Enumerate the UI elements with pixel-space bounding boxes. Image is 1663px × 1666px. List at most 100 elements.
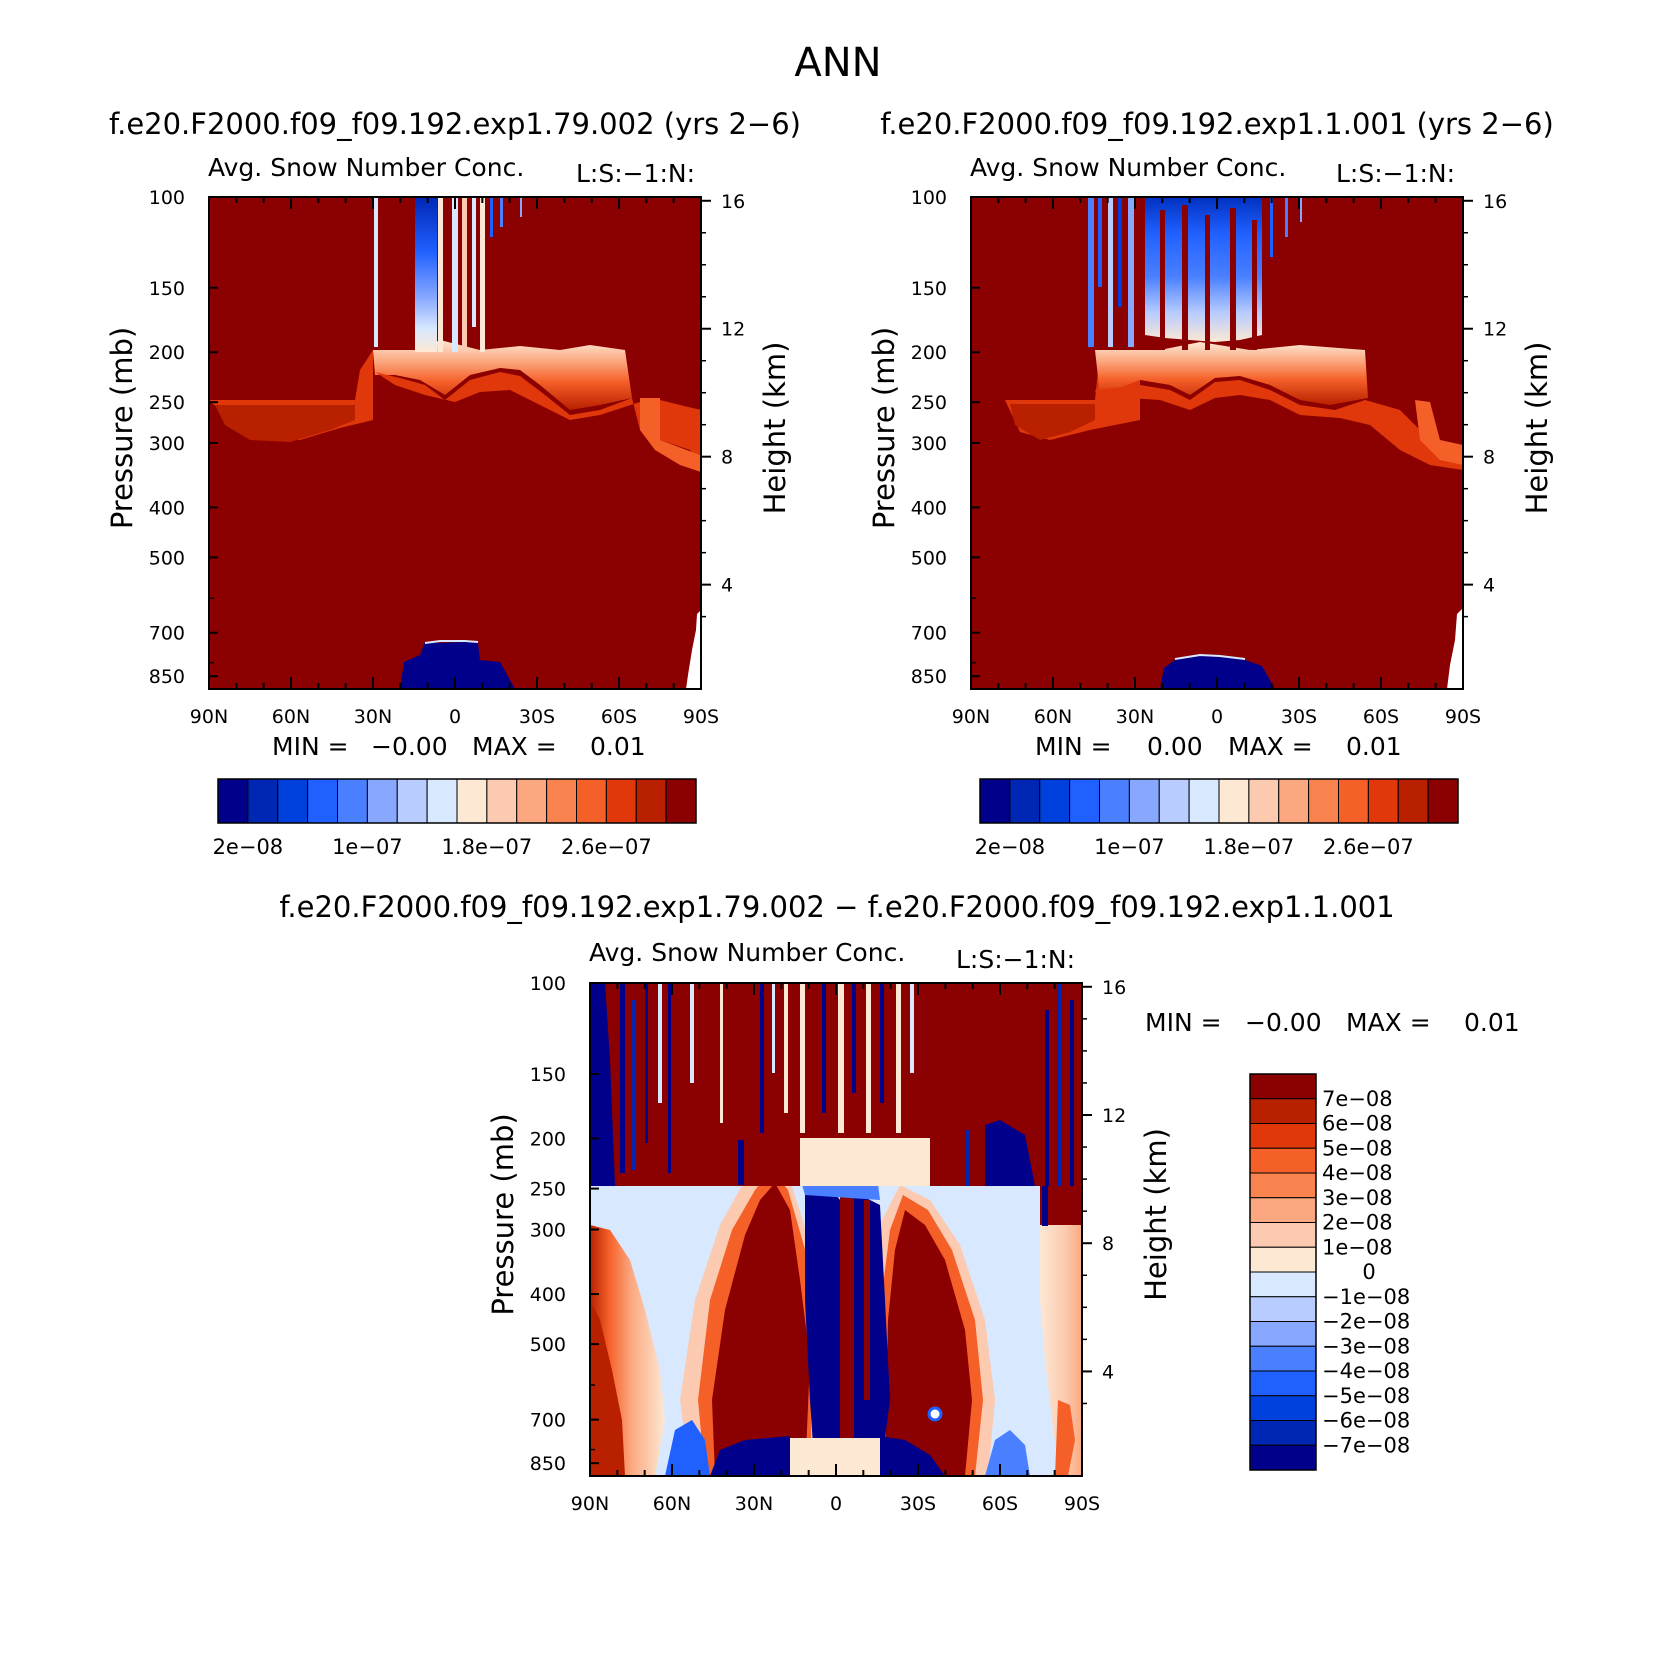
x-tick-label: 0: [449, 706, 461, 728]
colorbar-top-right: 2e−08 1e−07 1.8e−07 2.6e−07: [975, 778, 1459, 859]
y-tick-label: 250: [149, 392, 185, 414]
near-surface-blue-left: [665, 1420, 710, 1476]
upper-streak: [760, 983, 764, 1133]
colorbar-cell: [217, 778, 249, 824]
right-lowlevel-positive: [1055, 1400, 1075, 1476]
upper-halo-red: [1095, 380, 1463, 470]
upper-blue-streak: [1128, 197, 1134, 347]
y2-tick-label: 4: [1102, 1361, 1114, 1383]
y-tick-label: 250: [530, 1179, 566, 1201]
y2-tick-label: 12: [1102, 1105, 1126, 1127]
panel-header-top-right: f.e20.F2000.f09_f09.192.exp1.1.001 (yrs …: [880, 107, 1554, 141]
colorbar-cell: [486, 778, 518, 824]
upper-streak: [1070, 1000, 1074, 1225]
upper-streak: [896, 983, 901, 1133]
upper-blue-streak: [1300, 197, 1302, 222]
y-tick-label: 700: [911, 623, 947, 645]
upper-blue-streak: [520, 197, 522, 217]
lower-tropical-blue-edge: [424, 640, 479, 644]
near-surface-blue-edge: [710, 1436, 790, 1476]
near-surface-blue-right: [985, 1430, 1030, 1476]
colorbar-cell: [1249, 1123, 1317, 1149]
colorbar-tick-label: 2e−08: [1322, 1211, 1393, 1235]
colorbar-cell: [1308, 778, 1339, 824]
south-tropopause-tail: [640, 398, 701, 472]
colorbar-cell: [1248, 778, 1280, 824]
upper-blue-streak: [1230, 208, 1236, 350]
x-tick-label: 60S: [601, 706, 637, 728]
equatorial-red-streak: [840, 1180, 854, 1440]
colorbar-cell: [366, 778, 398, 824]
y2-tick-label: 8: [721, 447, 733, 469]
y-tick-label: 500: [530, 1334, 566, 1356]
colorbar-cell: [1249, 1073, 1317, 1100]
colorbar-cell: [1249, 1444, 1317, 1471]
min-value-top-left: −0.00: [371, 732, 448, 761]
tropopause-band-north-inner: [215, 405, 355, 442]
x-tick-label: 30N: [1116, 706, 1154, 728]
min-label-top-right: MIN =: [1035, 732, 1112, 761]
missing-data-wedge: [686, 610, 701, 689]
colorbar-tick-label: 2e−08: [975, 835, 1046, 859]
y-tick-label: 500: [149, 547, 185, 569]
colorbar-cell: [1249, 1222, 1317, 1248]
y-tick-label: 100: [530, 973, 566, 995]
colorbar-cell: [1249, 1370, 1317, 1397]
colorbar-frame: [1249, 1073, 1317, 1471]
upper-streak: [910, 983, 914, 1073]
colorbar-tick-label: 2.6e−07: [1323, 835, 1414, 859]
y2-axis-title: Height (km): [1139, 1128, 1173, 1301]
lower-tropical-blue: [400, 642, 515, 689]
y-axis-title: Pressure (mb): [105, 327, 139, 529]
var-units-top-left: L:S:−1:N:: [576, 159, 695, 188]
upper-blue-streak: [1160, 210, 1165, 350]
right-highlat-positive: [1040, 1225, 1082, 1476]
upper-blue-streak: [1182, 205, 1188, 350]
plot-top-left: Avg. Snow Number Conc. L:S:−1:N:: [105, 153, 792, 859]
min-label-top-left: MIN =: [272, 732, 349, 761]
colorbar-tick-label: −7e−08: [1322, 1433, 1410, 1457]
colorbar-tick-label: 2e−08: [213, 835, 284, 859]
upper-blue-streak: [1088, 197, 1094, 347]
north-lobe: [712, 1183, 810, 1476]
min-value-bottom: −0.00: [1245, 1008, 1322, 1037]
var-title-bottom: Avg. Snow Number Conc.: [589, 938, 905, 967]
x-tick-label: 0: [830, 1493, 842, 1515]
colorbar-cell: [1218, 778, 1250, 824]
isolated-blob: [927, 1406, 943, 1422]
x-tick-label: 30N: [354, 706, 392, 728]
colorbar-cell: [1249, 1147, 1317, 1174]
upper-blue-streak: [1205, 215, 1210, 350]
colorbar-tick-label: −3e−08: [1322, 1334, 1410, 1358]
colorbar-cell: [1249, 1098, 1317, 1124]
contour-field-bottom: [590, 983, 1082, 1476]
colorbar-tick-label: 4e−08: [1322, 1161, 1393, 1185]
colorbar-tick-label: 1e−07: [1094, 835, 1165, 859]
colorbar-cell: [1099, 778, 1130, 824]
max-label-bottom: MAX =: [1346, 1008, 1431, 1037]
colorbar-cell: [1128, 778, 1160, 824]
upper-streak: [1045, 1010, 1049, 1220]
colorbar-cell: [1249, 1246, 1317, 1273]
upper-streak: [880, 983, 884, 1103]
upper-blue-streak: [438, 197, 443, 352]
y-tick-label: 850: [149, 666, 185, 688]
upper-streak: [720, 983, 723, 1123]
colorbar-cell: [1158, 778, 1190, 824]
upper-streak: [738, 1140, 744, 1185]
var-title-top-right: Avg. Snow Number Conc.: [970, 153, 1286, 182]
colorbar-tick-label: −5e−08: [1322, 1384, 1410, 1408]
y-tick-label: 300: [911, 433, 947, 455]
colorbar-tick-label: 6e−08: [1322, 1112, 1393, 1136]
colorbar-cell: [1039, 778, 1071, 824]
upper-blue-streak: [452, 197, 458, 352]
upper-blue-streak: [1270, 197, 1273, 257]
upper-streak: [800, 983, 805, 1133]
colorbar-cell: [1188, 778, 1220, 824]
y2-tick-label: 8: [1102, 1233, 1114, 1255]
colorbar-cell: [247, 778, 279, 824]
y-tick-label: 200: [530, 1129, 566, 1151]
upper-transition: [800, 1138, 930, 1186]
